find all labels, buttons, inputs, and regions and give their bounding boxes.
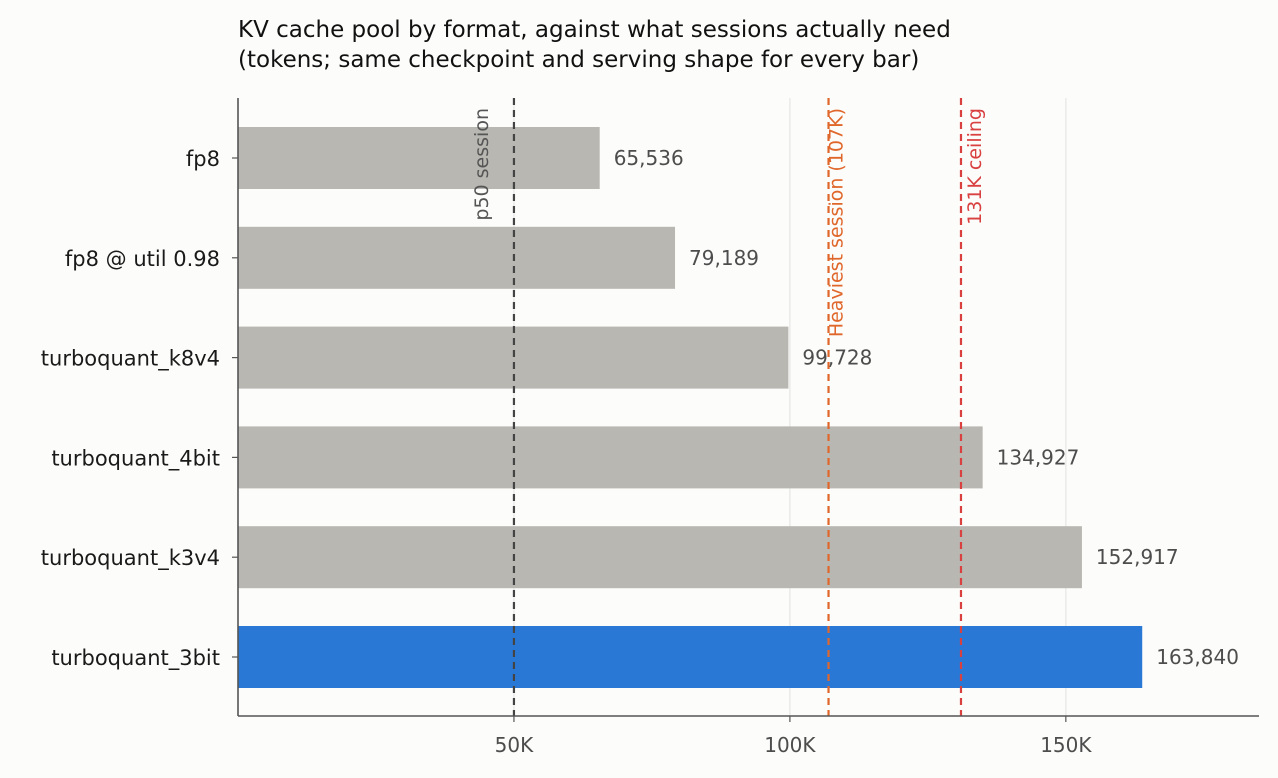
bar-2 <box>238 226 676 289</box>
x-tick-label-2: 100K <box>764 733 816 757</box>
value-label-1: 65,536 <box>614 146 684 170</box>
x-tick-label-1: 50K <box>495 733 534 757</box>
bar-5 <box>238 526 1082 589</box>
chart-title-line-1: KV cache pool by format, against what se… <box>238 17 951 43</box>
category-label-5: turboquant_k3v4 <box>41 546 220 571</box>
x-tick-label-3: 150K <box>1040 733 1092 757</box>
category-label-3: turboquant_k8v4 <box>41 347 220 372</box>
reference-line-label-1: p50 session <box>471 108 493 221</box>
reference-line-label-3: 131K ceiling <box>964 108 986 225</box>
value-label-4: 134,927 <box>997 445 1080 469</box>
category-label-4: turboquant_4bit <box>51 446 220 471</box>
category-label-2: fp8 @ util 0.98 <box>65 247 220 271</box>
category-label-1: fp8 <box>186 147 220 171</box>
value-label-3: 99,728 <box>802 346 872 370</box>
value-label-5: 152,917 <box>1096 545 1179 569</box>
reference-lines: p50 session Heaviest session (107K) 131K c… <box>471 98 986 716</box>
reference-line-label-2: Heaviest session (107K) <box>826 108 848 337</box>
category-label-6: turboquant_3bit <box>51 646 220 671</box>
value-label-6: 163,840 <box>1156 645 1239 669</box>
chart-title-line-2: (tokens; same checkpoint and serving sha… <box>238 47 919 73</box>
bar-4 <box>238 426 983 489</box>
bar-1 <box>238 127 600 189</box>
bar-6 <box>238 626 1143 688</box>
value-label-2: 79,189 <box>689 246 759 270</box>
axes <box>232 98 1259 722</box>
bars <box>238 127 1143 688</box>
labels: 65,536 fp8 79,189 fp8 @ util 0.98 99,728 turb… <box>41 146 1239 757</box>
